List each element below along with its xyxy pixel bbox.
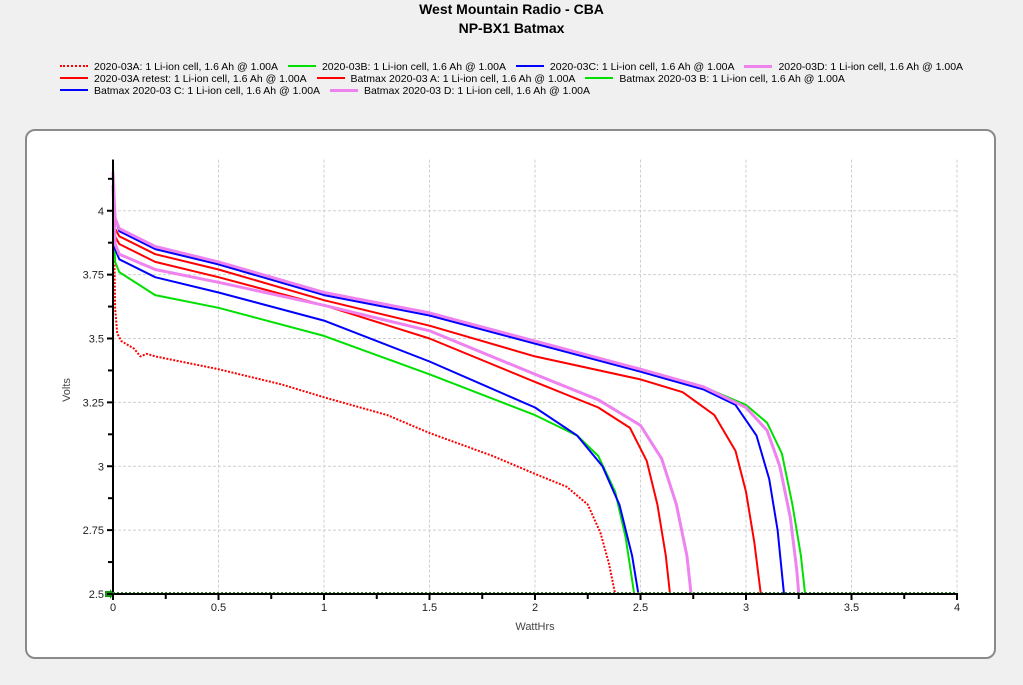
legend-row-3: Batmax 2020-03 C: 1 Li-ion cell, 1.6 Ah … — [60, 85, 1020, 97]
legend-swatch-icon — [287, 65, 316, 68]
legend-row-1: 2020-03A: 1 Li-ion cell, 1.6 Ah @ 1.00A … — [60, 61, 1020, 73]
y-tick-label: 2.75 — [83, 525, 104, 537]
legend-swatch-icon — [585, 77, 614, 80]
x-tick-label: 0 — [110, 602, 116, 614]
legend-item: 2020-03C: 1 Li-ion cell, 1.6 Ah @ 1.00A — [515, 61, 735, 73]
x-tick-label: 3.5 — [844, 602, 859, 614]
legend-label: 2020-03D: 1 Li-ion cell, 1.6 Ah @ 1.00A — [778, 61, 964, 73]
legend-swatch-icon — [329, 88, 358, 92]
series-line — [112, 210, 636, 595]
legend-item: Batmax 2020-03 D: 1 Li-ion cell, 1.6 Ah … — [329, 85, 591, 97]
series-lines — [111, 159, 807, 595]
gridlines — [113, 159, 958, 594]
y-tick-label: 2.5 — [89, 589, 104, 601]
legend-label: 2020-03B: 1 Li-ion cell, 1.6 Ah @ 1.00A — [321, 61, 506, 73]
y-tick-label: 3.5 — [89, 334, 104, 346]
y-tick-label: 4 — [98, 206, 104, 218]
legend-item: 2020-03D: 1 Li-ion cell, 1.6 Ah @ 1.00A — [744, 61, 963, 73]
x-tick-label: 2 — [532, 602, 538, 614]
legend-swatch-icon — [744, 64, 773, 68]
x-tick-label: 1 — [321, 602, 327, 614]
y-tick-label: 3.25 — [83, 397, 104, 409]
series-line — [112, 172, 785, 595]
legend-item: Batmax 2020-03 B: 1 Li-ion cell, 1.6 Ah … — [585, 73, 845, 85]
series-line — [111, 185, 693, 595]
legend-item: 2020-03B: 1 Li-ion cell, 1.6 Ah @ 1.00A — [287, 61, 506, 73]
legend-label: Batmax 2020-03 D: 1 Li-ion cell, 1.6 Ah … — [363, 85, 591, 97]
legend-label: 2020-03A retest: 1 Li-ion cell, 1.6 Ah @… — [94, 73, 307, 85]
legend-swatch-icon — [60, 65, 88, 68]
legend-label: 2020-03A: 1 Li-ion cell, 1.6 Ah @ 1.00A — [94, 61, 279, 73]
legend-item: Batmax 2020-03 A: 1 Li-ion cell, 1.6 Ah … — [316, 73, 576, 85]
legend-label: Batmax 2020-03 A: 1 Li-ion cell, 1.6 Ah … — [350, 73, 576, 85]
series-line — [112, 172, 807, 595]
series-line — [112, 185, 762, 595]
chart-title: West Mountain Radio - CBA — [419, 1, 604, 17]
legend-label: Batmax 2020-03 B: 1 Li-ion cell, 1.6 Ah … — [619, 73, 845, 85]
x-tick-label: 1.5 — [422, 602, 437, 614]
legend-swatch-icon — [60, 77, 88, 80]
y-axis-label: Volts — [61, 378, 73, 402]
legend-item: 2020-03A: 1 Li-ion cell, 1.6 Ah @ 1.00A — [60, 61, 278, 73]
legend-swatch-icon — [60, 89, 88, 92]
x-tick-label: 2.5 — [633, 602, 648, 614]
legend-item: 2020-03A retest: 1 Li-ion cell, 1.6 Ah @… — [60, 73, 307, 85]
plot-frame — [25, 129, 996, 659]
legend: 2020-03A: 1 Li-ion cell, 1.6 Ah @ 1.00A … — [60, 61, 1020, 97]
series-line — [112, 197, 671, 595]
x-tick-label: 0.5 — [211, 602, 226, 614]
chart-subtitle: NP-BX1 Batmax — [458, 20, 565, 36]
legend-swatch-icon — [316, 77, 345, 80]
legend-label: 2020-03C: 1 Li-ion cell, 1.6 Ah @ 1.00A — [549, 61, 735, 73]
series-line — [112, 197, 640, 595]
legend-swatch-icon — [515, 65, 544, 68]
x-axis-label: WattHrs — [515, 621, 555, 633]
y-tick-label: 3 — [98, 461, 104, 473]
legend-row-2: 2020-03A retest: 1 Li-ion cell, 1.6 Ah @… — [60, 73, 1020, 85]
series-line — [112, 159, 617, 595]
legend-item: Batmax 2020-03 C: 1 Li-ion cell, 1.6 Ah … — [60, 85, 320, 97]
x-tick-label: 3 — [743, 602, 749, 614]
series-line — [111, 172, 801, 595]
legend-label: Batmax 2020-03 C: 1 Li-ion cell, 1.6 Ah … — [94, 85, 321, 97]
y-tick-label: 3.75 — [83, 270, 104, 282]
x-tick-label: 4 — [954, 602, 960, 614]
axes: 0 0.5 1 1.5 2 2.5 3 3.5 4 2.5 2.75 3 3.25 3.5 3.75 4 — [83, 159, 960, 614]
